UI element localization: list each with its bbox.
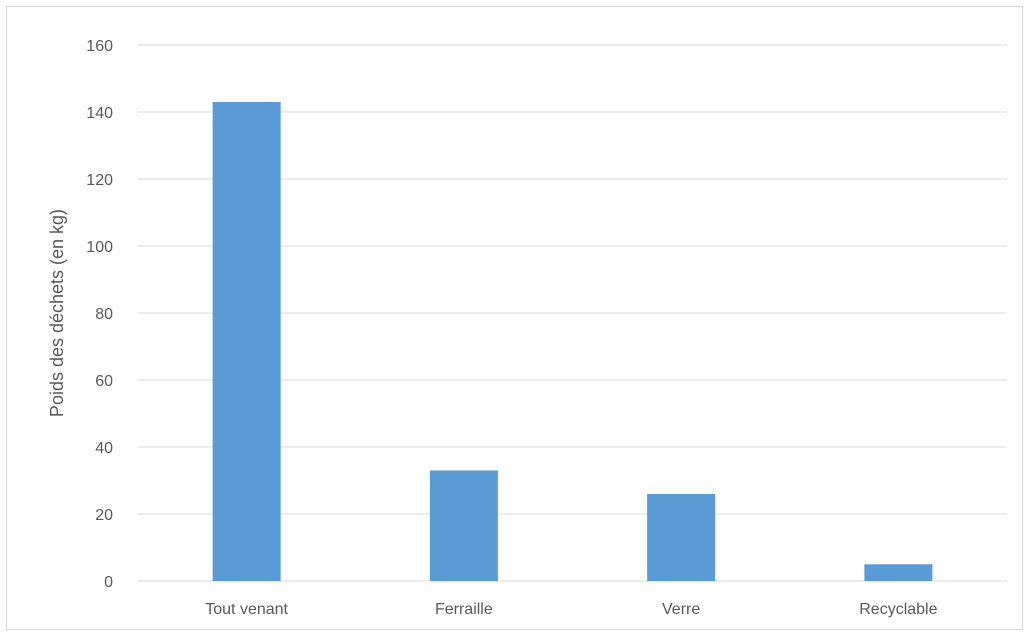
gridlines: [138, 44, 1007, 582]
y-tick-label: 60: [95, 373, 113, 390]
x-tick-label: Tout venant: [205, 601, 288, 618]
x-tick-label: Ferraille: [435, 601, 493, 618]
y-tick-label: 120: [86, 172, 113, 189]
y-axis-title: Poids des déchets (en kg): [47, 209, 67, 417]
y-tick-label: 140: [86, 105, 113, 122]
chart-frame: [6, 6, 1023, 630]
bar-tout-venant: [212, 101, 281, 581]
x-tick-label: Verre: [662, 601, 700, 618]
bar-recyclable: [864, 564, 933, 581]
y-axis-ticks: 0 20 40 60 80 100 120 140 160: [86, 38, 113, 591]
y-tick-label: 100: [86, 239, 113, 256]
y-tick-label: 160: [86, 38, 113, 55]
y-tick-label: 0: [104, 574, 113, 591]
bar-verre: [647, 493, 716, 581]
y-tick-label: 20: [95, 507, 113, 524]
x-tick-label: Recyclable: [859, 601, 937, 618]
y-tick-label: 40: [95, 440, 113, 457]
y-tick-label: 80: [95, 306, 113, 323]
x-axis-ticks: Tout venant Ferraille Verre Recyclable: [205, 601, 937, 618]
bar-ferraille: [429, 470, 498, 581]
bars: [212, 101, 933, 581]
